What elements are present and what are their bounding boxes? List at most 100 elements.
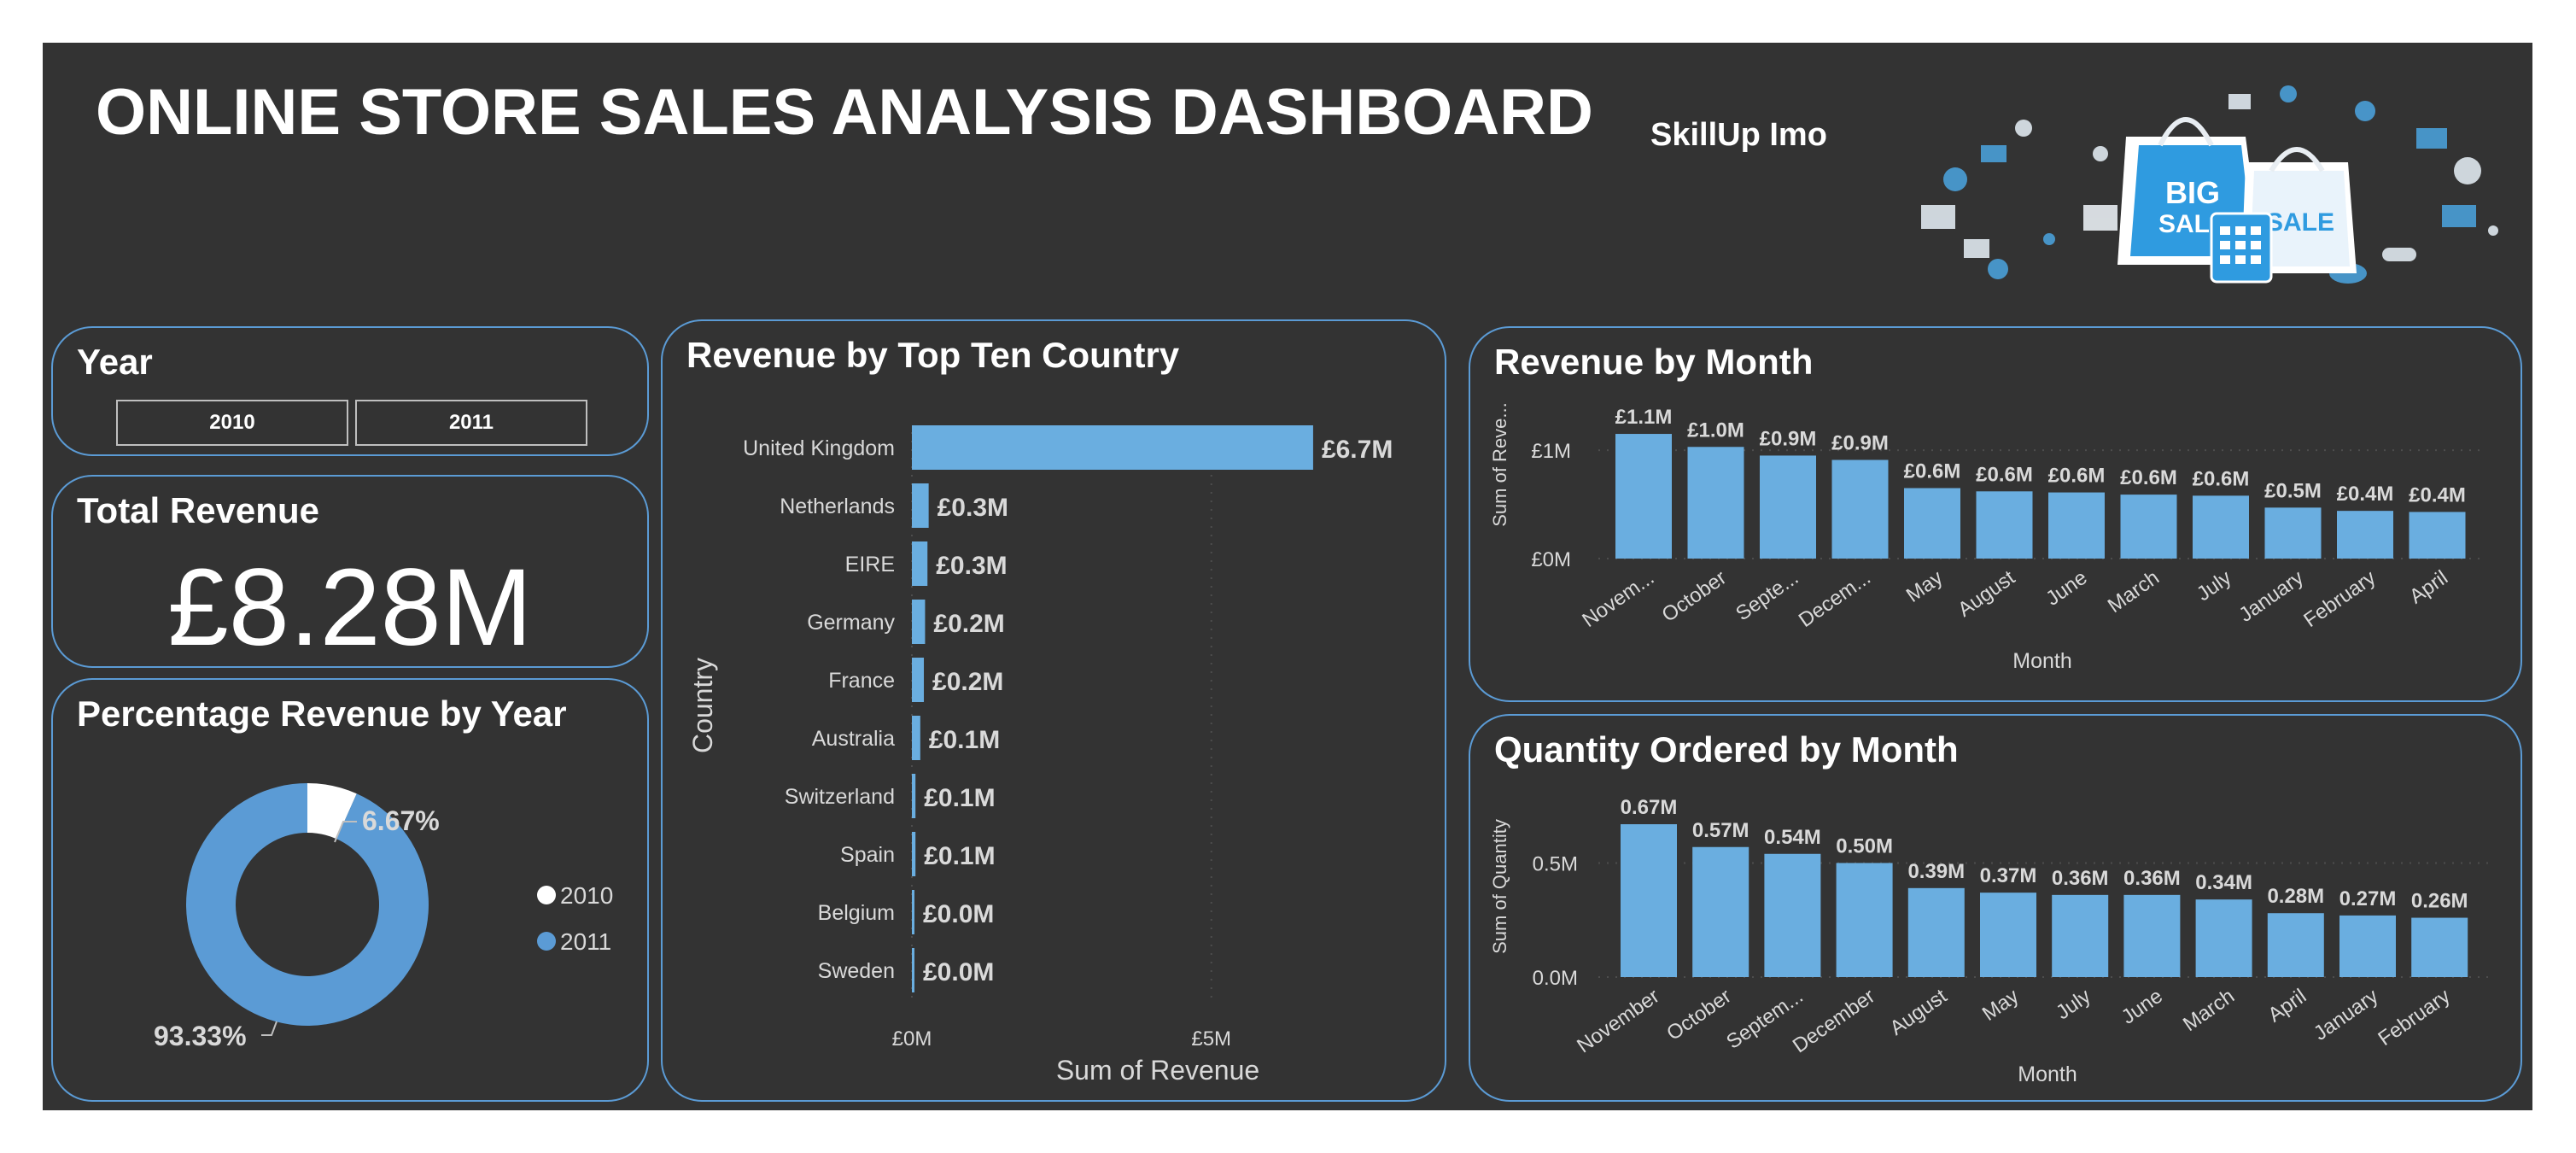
- country-tick-label: Australia: [812, 727, 895, 751]
- country-data-label: £0.0M: [923, 900, 994, 928]
- big-sale-banner-illustration: BIG SALE SALE: [1921, 85, 2498, 284]
- month-data-label: £0.4M: [2337, 483, 2394, 506]
- month-data-label: £0.6M: [2048, 465, 2106, 488]
- revenue-country-card: Revenue by Top Ten Country £0M £5M United …: [661, 319, 1446, 1102]
- dashboard-title: ONLINE STORE SALES ANALYSIS DASHBOARD: [96, 76, 1593, 149]
- month-bar: [2123, 894, 2181, 977]
- month-tick-label: May: [1978, 985, 2024, 1026]
- country-data-label: £0.1M: [929, 726, 1000, 754]
- donut-slice-2010: [307, 783, 357, 840]
- donut-chart: 6.67% 93.33% 2010 2011: [154, 783, 613, 1051]
- month-tick-label: December: [1789, 985, 1879, 1058]
- month-tick-label: January: [2310, 985, 2382, 1045]
- month-bar: [1907, 887, 1965, 977]
- country-data-label: £0.3M: [938, 494, 1008, 522]
- month-tick-label: May: [1902, 566, 1948, 607]
- country-bar: [912, 600, 926, 644]
- month-tick-label: March: [2179, 985, 2239, 1036]
- month-data-label: £0.9M: [1831, 432, 1889, 455]
- donut-slice-2011: [186, 783, 429, 1026]
- country-bar: [912, 774, 916, 818]
- month-bar: [1976, 491, 2033, 559]
- month-bar: [1692, 846, 1749, 977]
- y-axis-title: Country: [687, 658, 718, 753]
- month-data-label: £0.6M: [1904, 460, 1961, 483]
- month-tick-label: January: [2235, 566, 2308, 627]
- country-tick-label: United Kingdom: [743, 436, 895, 460]
- month-tick-label: Septe...: [1732, 566, 1802, 626]
- x-axis-title: Month: [2012, 649, 2071, 673]
- donut-leader-2010: [334, 821, 357, 843]
- month-data-label: 0.28M: [2267, 885, 2324, 908]
- country-tick-label: Switzerland: [785, 785, 895, 809]
- month-bar: [1904, 488, 1960, 559]
- country-tick-label: Sweden: [818, 959, 895, 983]
- country-bar: [912, 541, 928, 586]
- revenue-month-chart: £0M £1M £1.1M Novem... £1.0M October £0.9M Sept…: [1489, 402, 2486, 673]
- x-axis-title: Month: [2018, 1062, 2077, 1086]
- country-data-label: £0.2M: [932, 668, 1003, 696]
- month-tick-label: August: [1954, 566, 2019, 622]
- month-data-label: 0.34M: [2195, 871, 2252, 894]
- month-bar: [2048, 492, 2105, 559]
- year-option-2011[interactable]: 2011: [355, 400, 587, 446]
- country-tick-label: EIRE: [845, 553, 895, 576]
- country-bar: [912, 483, 929, 528]
- country-data-label: £0.1M: [924, 842, 995, 870]
- pct-revenue-year-title: Percentage Revenue by Year: [77, 694, 567, 734]
- total-revenue-value: £8.28M: [167, 547, 533, 669]
- month-tick-label: June: [2042, 566, 2091, 611]
- month-bar: [2195, 899, 2252, 977]
- month-tick-label: August: [1886, 985, 1952, 1040]
- month-bar: [1760, 455, 1816, 559]
- dashboard-canvas: ONLINE STORE SALES ANALYSIS DASHBOARD Sk…: [43, 43, 2532, 1110]
- month-tick-label: July: [2052, 985, 2094, 1025]
- country-bar: [912, 890, 914, 934]
- revenue-country-title: Revenue by Top Ten Country: [686, 335, 1180, 375]
- month-bar: [1836, 863, 1893, 977]
- month-data-label: 0.57M: [1692, 819, 1749, 842]
- month-bar: [1980, 893, 2036, 977]
- country-data-label: £0.0M: [923, 958, 994, 986]
- country-bar: [912, 716, 920, 760]
- donut-leader-2011: [261, 1021, 277, 1036]
- country-bar: [912, 948, 914, 992]
- month-tick-label: June: [2117, 985, 2167, 1029]
- month-bar: [1687, 447, 1744, 559]
- banner-text-big: BIG: [2165, 175, 2220, 210]
- country-bar: [912, 425, 1313, 470]
- y-tick-label: £1M: [1531, 440, 1571, 463]
- country-data-label: £0.3M: [936, 552, 1007, 580]
- y-axis-title: Sum of Quantity: [1489, 819, 1510, 954]
- month-tick-label: October: [1658, 566, 1731, 627]
- total-revenue-title: Total Revenue: [77, 490, 319, 530]
- month-data-label: 0.54M: [1764, 826, 1821, 849]
- month-data-label: 0.67M: [1621, 796, 1678, 819]
- month-tick-label: July: [2193, 566, 2235, 606]
- month-data-label: 0.37M: [1980, 864, 2037, 887]
- legend-label-2010: 2010: [560, 882, 613, 909]
- y-axis-title: Sum of Reve...: [1489, 402, 1510, 527]
- month-tick-label: February: [2374, 985, 2454, 1051]
- year-option-2010[interactable]: 2010: [116, 400, 348, 446]
- country-tick-label: Netherlands: [780, 495, 895, 518]
- month-tick-label: Decem...: [1795, 566, 1875, 632]
- country-bar: [912, 832, 916, 876]
- donut-label-2010: 6.67%: [362, 805, 440, 836]
- quantity-month-card: Quantity Ordered by Month 0.0M 0.5M 0.67M N…: [1469, 714, 2522, 1102]
- month-tick-label: March: [2104, 566, 2164, 617]
- month-bar: [2193, 495, 2249, 559]
- quantity-month-title: Quantity Ordered by Month: [1494, 729, 1959, 770]
- revenue-month-title: Revenue by Month: [1494, 342, 1814, 382]
- pct-revenue-year-card: Percentage Revenue by Year 6.67% 93.33% 20…: [51, 678, 649, 1102]
- month-bar: [2267, 913, 2324, 977]
- year-slicer-title: Year: [77, 342, 153, 382]
- country-data-label: £0.2M: [933, 610, 1004, 638]
- month-data-label: £0.6M: [2193, 467, 2250, 490]
- month-data-label: 0.39M: [1907, 860, 1965, 883]
- legend-marker-2011: [537, 932, 556, 951]
- x-axis-title: Sum of Revenue: [1056, 1055, 1259, 1086]
- dashboard-subtitle: SkillUp Imo: [1650, 117, 1827, 153]
- month-data-label: 0.36M: [2123, 867, 2181, 890]
- y-tick-label: 0.5M: [1533, 852, 1578, 875]
